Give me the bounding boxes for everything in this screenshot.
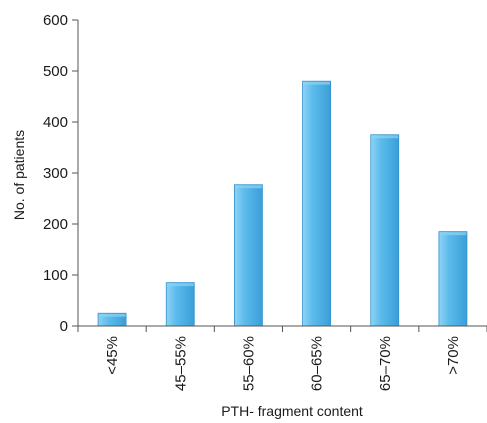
bar-highlight-0 [98, 313, 126, 317]
bar-5 [438, 231, 468, 327]
bars [97, 80, 468, 327]
x-tick-label: <45% [104, 336, 121, 375]
y-axis-title: No. of patients [11, 130, 27, 220]
y-tick-label: 0 [60, 318, 68, 335]
y-tick-label: 600 [43, 12, 68, 29]
bar-1 [165, 282, 195, 327]
bar-3 [302, 80, 331, 327]
bar-4 [370, 134, 400, 327]
bar-highlight-5 [439, 232, 467, 236]
x-tick-label: 55–60% [240, 336, 257, 391]
y-tick-label: 100 [43, 267, 68, 284]
x-axis-title: PTH- fragment content [221, 403, 363, 419]
x-tick-label: 45–55% [172, 336, 189, 391]
bar-highlight-4 [371, 135, 399, 139]
bar-2 [234, 184, 263, 327]
y-tick-label: 300 [43, 165, 68, 182]
bar-highlight-2 [234, 185, 262, 189]
x-tick-label: 65–70% [377, 336, 394, 391]
x-tick-label: 60–65% [309, 336, 326, 391]
y-tick-label: 400 [43, 114, 68, 131]
bar-highlight-3 [303, 81, 331, 85]
x-tick-label: >70% [445, 336, 462, 375]
y-tick-label: 500 [43, 63, 68, 80]
x-axis: <45% 45–55% 55–60% 60–65% 65–70% >70% [77, 326, 487, 391]
bar-highlight-1 [166, 283, 194, 287]
y-axis: 0 100 200 300 400 500 600 [43, 12, 78, 335]
y-tick-label: 200 [43, 216, 68, 233]
